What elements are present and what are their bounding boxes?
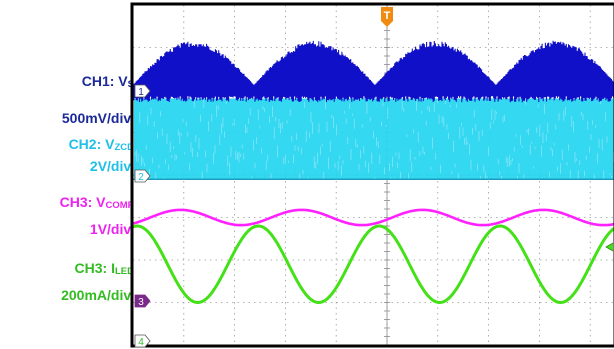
svg-text:4: 4: [138, 337, 144, 348]
legend-label: CH3: I: [74, 260, 115, 276]
legend-subscript: ZCD: [114, 142, 134, 153]
legend-subscript: LED: [115, 266, 134, 277]
trigger-marker: T: [381, 7, 393, 27]
legend-label: 500mV/div.: [61, 110, 134, 126]
ch3-vcomp-trace: [132, 208, 614, 227]
ch1-trace: [133, 40, 614, 103]
svg-text:T: T: [384, 10, 391, 22]
ch3-iled-trace: [132, 224, 614, 304]
legend-line-3: 2V/div.: [90, 158, 134, 174]
scope-frame: [130, 2, 614, 348]
ch2-trace-band: [134, 98, 614, 180]
legend-label: CH2: V: [68, 136, 115, 152]
legend-label: 2V/div.: [89, 158, 134, 174]
legend-subscript: COMP: [105, 200, 135, 211]
legend-label: CH3: V: [59, 194, 106, 210]
ch2-trace-texture: [134, 99, 614, 180]
svg-text:3: 3: [138, 297, 144, 308]
ch1-marker: 1: [134, 84, 151, 98]
legend-label: 200mA/div.: [61, 287, 134, 303]
legend-label: 1V/div.: [89, 221, 134, 237]
legend-line-4: CH3: VCOMP: [60, 194, 134, 214]
legend-label: CH1: V: [81, 73, 128, 89]
legend-line-6: CH3: ILED: [75, 260, 134, 280]
ch3-offscreen-marker: [605, 242, 614, 252]
legend-line-5: 1V/div.: [90, 221, 134, 237]
legend-line-2: CH2: VZCD: [69, 136, 134, 156]
svg-text:1: 1: [138, 87, 144, 98]
legend-line-7: 200mA/div.: [61, 287, 134, 303]
legend-line-1: 500mV/div.: [62, 110, 134, 126]
ch4-marker: 4: [134, 334, 151, 348]
ch2-marker: 2: [134, 169, 151, 183]
svg-text:2: 2: [138, 172, 144, 183]
ch3-marker: 3: [134, 294, 151, 308]
